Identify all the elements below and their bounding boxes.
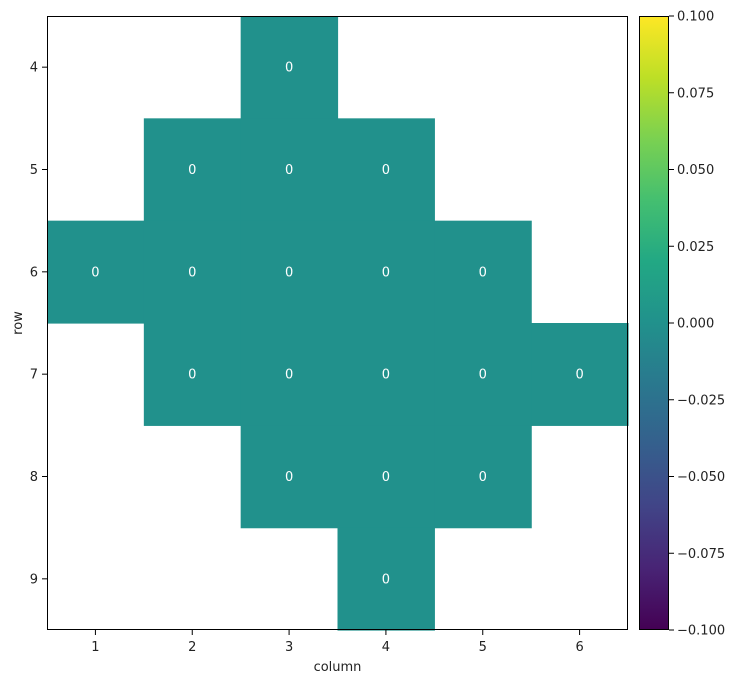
cell-value-label: 0 [382,572,390,587]
plot-area-frame [47,16,628,630]
heatmap-cell [531,323,629,426]
y-axis-ticks: 4 5 6 7 8 9 [30,61,47,587]
heatmap-cell [47,220,145,324]
cell-value-label: 0 [479,265,487,280]
heatmap-cells: 0 0 0 0 0 0 0 0 0 0 0 0 0 0 0 0 0 0 [47,16,629,631]
x-tick-label: 2 [188,640,196,655]
cell-value-label: 0 [91,265,99,280]
cell-value-label: 0 [188,368,196,383]
x-axis-ticks: 1 2 3 4 5 6 [91,630,584,655]
x-tick-label: 6 [575,640,583,655]
heatmap-cell [143,220,242,324]
x-tick-label: 1 [91,640,99,655]
heatmap-cell [143,323,242,426]
cell-value-label: 0 [285,265,293,280]
colorbar-tick-label: −0.025 [677,393,725,408]
cell-value-label: 0 [575,368,583,383]
heatmap-cell [240,220,339,324]
y-tick-label: 9 [30,572,38,587]
x-tick-label: 3 [285,640,293,655]
y-tick-label: 7 [30,368,38,383]
y-axis-label: row [11,311,26,335]
x-tick-label: 4 [382,640,390,655]
colorbar-tick-label: −0.075 [677,547,725,562]
heatmap-cell [240,118,339,222]
heatmap-cell [337,118,435,222]
x-tick-label: 5 [479,640,487,655]
cell-value-label: 0 [188,163,196,178]
heatmap-cell [240,425,339,529]
cell-value-label: 0 [382,265,390,280]
colorbar-tick-label: −0.100 [677,624,725,639]
heatmap-cell [240,16,339,119]
y-tick-label: 6 [30,265,38,280]
cell-value-label: 0 [285,163,293,178]
cell-value-label: 0 [382,470,390,485]
colorbar-tick-label: 0.025 [677,240,714,255]
cell-value-label: 0 [285,368,293,383]
heatmap-cell [337,220,435,324]
y-tick-label: 4 [30,61,38,76]
heatmap-cell [337,425,435,529]
heatmap-cell [434,220,532,324]
cell-value-label: 0 [479,368,487,383]
y-tick-label: 8 [30,470,38,485]
colorbar-tick-label: 0.075 [677,86,714,101]
colorbar-tick-label: −0.050 [677,470,725,485]
colorbar-ticks: 0.100 0.075 0.050 0.025 0.000 −0.025 −0.050 −0.… [669,10,725,639]
cell-value-label: 0 [382,368,390,383]
colorbar-tick-label: 0.000 [677,317,714,332]
heatmap-cell [240,323,339,426]
heatmap-cell [434,425,532,529]
colorbar-tick-label: 0.100 [677,10,714,25]
cell-value-label: 0 [285,470,293,485]
x-axis-label: column [314,660,362,675]
cell-value-label: 0 [382,163,390,178]
cell-value-label: 0 [285,61,293,76]
cell-value-label: 0 [188,265,196,280]
heatmap-cell [143,118,242,222]
heatmap-cell [337,527,435,631]
heatmap-cell [434,323,532,426]
colorbar-tick-label: 0.050 [677,163,714,178]
heatmap-cell [337,323,435,426]
cell-value-label: 0 [479,470,487,485]
y-tick-label: 5 [30,163,38,178]
colorbar [639,16,669,630]
